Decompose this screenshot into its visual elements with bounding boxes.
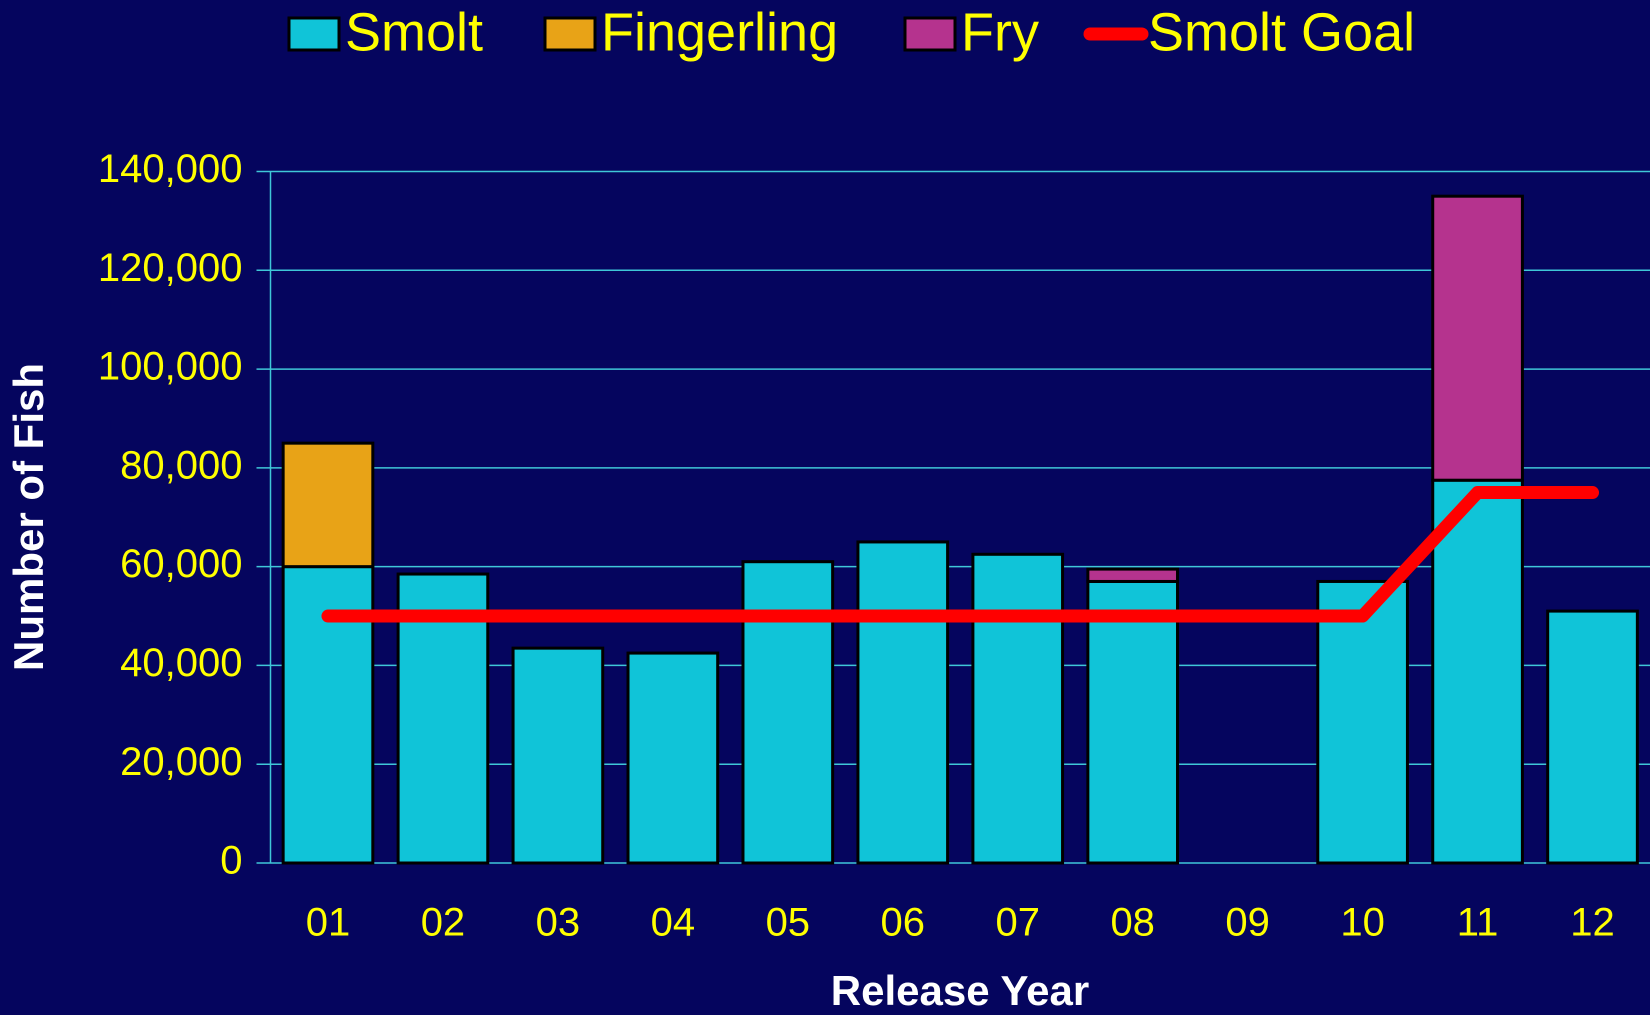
legend-swatch <box>903 16 957 52</box>
bar-segment <box>281 441 375 569</box>
x-tick-label: 01 <box>306 901 351 945</box>
legend-label: Smolt <box>345 2 483 62</box>
bar-segment <box>1546 609 1639 865</box>
y-tick-label: 20,000 <box>120 740 242 784</box>
legend-label: Fingerling <box>601 2 838 62</box>
bar-segment <box>626 651 720 865</box>
x-tick-label: 06 <box>881 901 926 945</box>
bar-segment <box>971 552 1065 865</box>
legend-label: Smolt Goal <box>1148 2 1415 62</box>
y-tick-label: 120,000 <box>98 246 243 290</box>
legend-swatch <box>287 16 341 52</box>
x-tick-label: 04 <box>651 901 696 945</box>
x-tick-label: 03 <box>536 901 581 945</box>
bar-segment <box>856 540 950 865</box>
x-axis-title: Release Year <box>831 967 1089 1014</box>
y-tick-label: 100,000 <box>98 345 243 389</box>
y-tick-label: 60,000 <box>120 542 242 586</box>
bar-segment <box>741 560 835 865</box>
x-tick-label: 12 <box>1570 901 1615 945</box>
y-tick-label: 40,000 <box>120 641 242 685</box>
bar-segment <box>1431 478 1524 865</box>
x-tick-label: 05 <box>766 901 811 945</box>
bar-segment <box>1316 579 1409 865</box>
x-tick-label: 02 <box>421 901 466 945</box>
x-tick-label: 09 <box>1225 901 1270 945</box>
x-tick-label: 10 <box>1340 901 1385 945</box>
x-tick-label: 11 <box>1457 901 1499 945</box>
bar-segment <box>1431 194 1524 482</box>
goal-line <box>321 486 1600 623</box>
legend-swatch <box>543 16 597 52</box>
y-tick-label: 0 <box>220 839 242 883</box>
legend-label: Fry <box>961 2 1039 62</box>
y-tick-label: 80,000 <box>120 443 242 487</box>
bar-segment <box>1086 567 1180 583</box>
x-tick-label: 07 <box>995 901 1040 945</box>
bar-segment <box>511 646 605 865</box>
x-tick-label: 08 <box>1110 901 1155 945</box>
y-axis-title: Number of Fish <box>5 363 52 671</box>
y-tick-label: 140,000 <box>98 147 243 191</box>
bar-segment <box>1086 579 1180 865</box>
